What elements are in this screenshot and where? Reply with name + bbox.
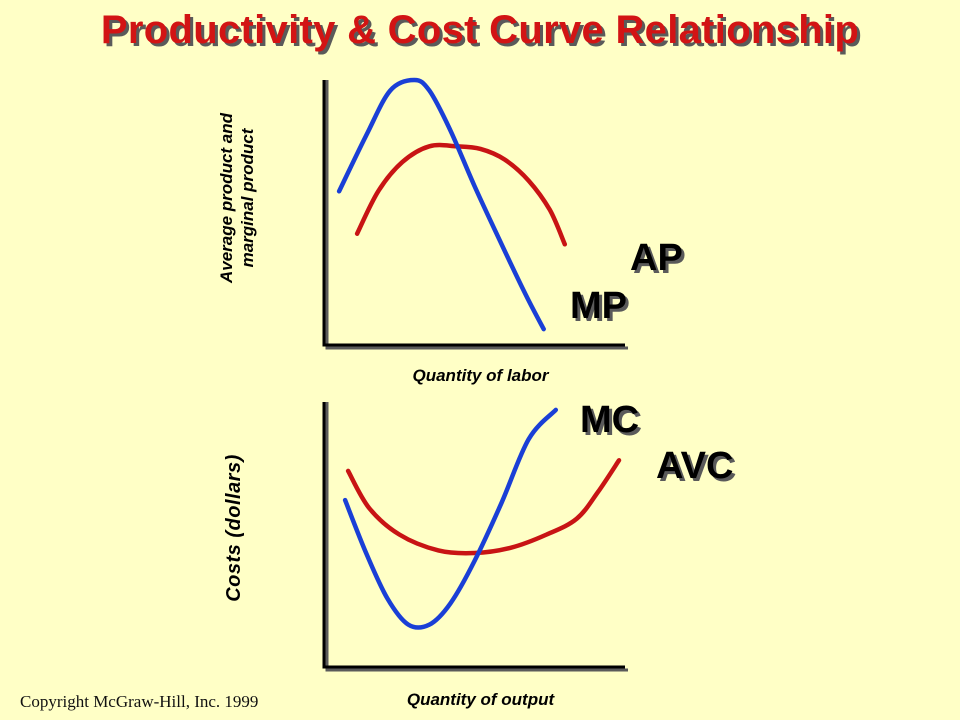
copyright-notice: Copyright McGraw-Hill, Inc. 1999 xyxy=(20,692,259,711)
y-axis-label-line-1: Average product and xyxy=(217,112,236,284)
y-axis-label-2: Costs (dollars) xyxy=(223,454,245,602)
x-axis-label-1: Quantity of labor xyxy=(413,366,550,385)
y-axis-label-1: Average product and marginal product xyxy=(217,112,257,284)
mc-label-shadow: MC xyxy=(583,402,642,444)
mp-label-shadow: MP xyxy=(573,288,630,330)
mc-curve xyxy=(342,407,559,630)
mc-label: MC xyxy=(580,399,639,441)
avc-curve xyxy=(345,458,622,556)
avc-label-shadow: AVC xyxy=(659,448,736,490)
x-axis-label-2: Quantity of output xyxy=(407,690,556,709)
axes-1 xyxy=(322,80,625,347)
y-axis-label-line-2: marginal product xyxy=(238,127,257,267)
ap-label: AP xyxy=(630,237,683,279)
ap-label-shadow: AP xyxy=(633,240,686,282)
axes-2 xyxy=(322,402,625,669)
page-title: Productivity & Cost Curve Relationship xyxy=(100,8,860,52)
axes-shadow-1 xyxy=(325,80,628,350)
axes-shadow-2 xyxy=(325,402,628,672)
avc-label: AVC xyxy=(656,445,733,487)
mp-curve xyxy=(336,77,546,332)
mp-label: MP xyxy=(570,285,627,327)
ap-curve xyxy=(354,142,568,247)
